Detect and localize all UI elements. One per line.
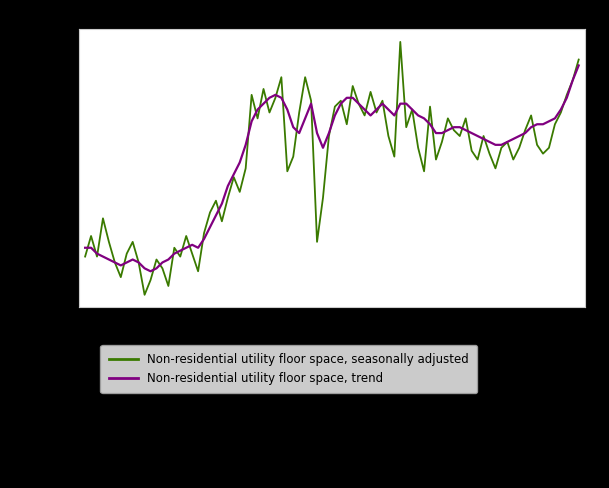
Legend: Non-residential utility floor space, seasonally adjusted, Non-residential utilit: Non-residential utility floor space, sea… (100, 345, 477, 393)
